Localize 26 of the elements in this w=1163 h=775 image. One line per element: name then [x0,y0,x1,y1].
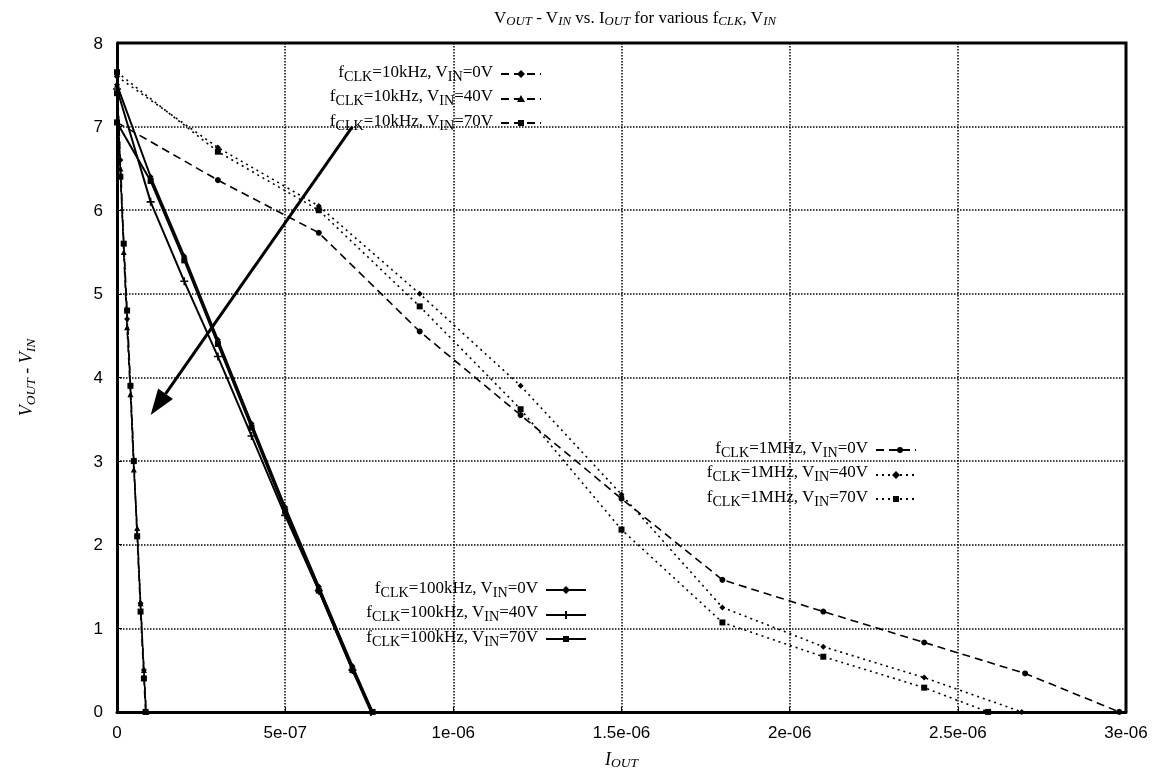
y-tick-label: 2 [93,535,103,555]
legend-label: f$_{CLK}$=10kHz, V$_{IN}$=70V [329,110,493,136]
y-tick-label: 5 [93,284,103,304]
y-tick-label: 7 [93,117,103,137]
x-tick-label: 3e-06 [1104,722,1148,742]
legend-label: f$_{CLK}$=10kHz, V$_{IN}$=40V [329,86,493,111]
y-tick-label: 4 [93,367,103,387]
y-tick-label: 0 [93,702,103,722]
legend-label: f$_{CLK}$=1MHz, V$_{IN}$=0V [715,438,868,463]
legend-label: f$_{CLK}$=100kHz, V$_{IN}$=0V [374,578,538,603]
x-tick-label: 2.5e-06 [929,722,987,742]
y-tick-label: 8 [93,33,103,53]
x-tick-label: 1.5e-06 [592,722,651,742]
x-tick-label: 5e-07 [263,722,307,742]
y-tick-label: 6 [93,200,103,220]
legend-label: f$_{CLK}$=100kHz, V$_{IN}$=40V [366,602,538,627]
y-tick-label: 1 [93,618,103,638]
y-tick-label: 3 [93,451,103,471]
legend-label: f$_{CLK}$=1MHz, V$_{IN}$=70V [706,486,868,512]
legend-label: f$_{CLK}$=10kHz, V$_{IN}$=0V [338,62,493,87]
y-axis-title: VOUT - VIN [15,337,38,417]
legend-label: f$_{CLK}$=100kHz, V$_{IN}$=70V [366,626,538,652]
x-tick-label: 0 [112,722,122,742]
x-tick-label: 1e-06 [431,722,476,742]
legend-label: f$_{CLK}$=1MHz, V$_{IN}$=40V [706,462,868,487]
x-tick-label: 2e-06 [767,722,812,742]
